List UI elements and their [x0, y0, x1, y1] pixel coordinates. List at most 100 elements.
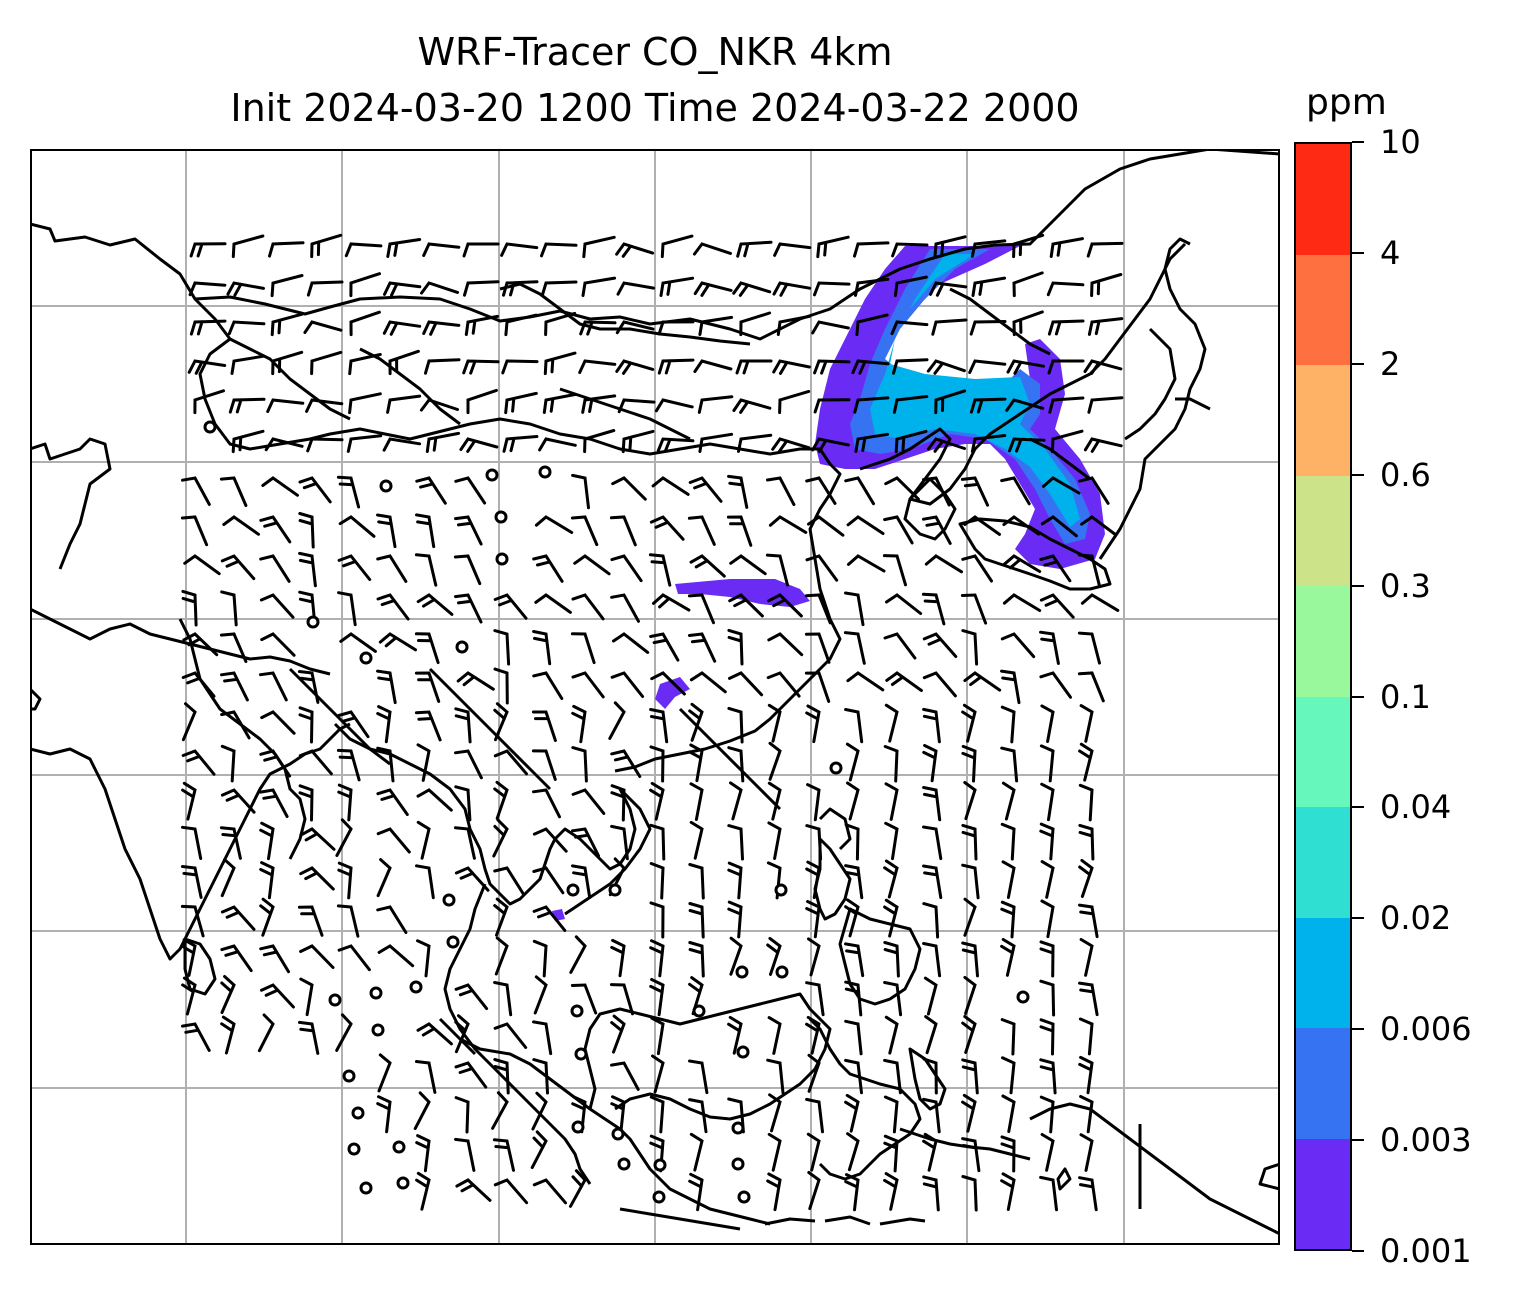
wind-barb	[922, 1175, 940, 1212]
wind-barb	[413, 1091, 431, 1131]
wind-barb	[805, 1097, 824, 1134]
wind-barb	[853, 241, 890, 258]
wind-barb	[259, 788, 289, 818]
wind-barb	[504, 391, 538, 415]
wind-barb	[454, 1096, 470, 1134]
calm-wind-circle	[653, 1158, 667, 1172]
wind-barb	[922, 1097, 941, 1134]
wind-barb	[609, 515, 637, 547]
wind-barb	[805, 860, 821, 900]
wind-barb	[259, 821, 275, 861]
wind-barb	[687, 632, 717, 663]
wind-barb	[739, 311, 772, 337]
wind-barb	[220, 858, 236, 898]
wind-barb	[422, 242, 461, 257]
wind-barb	[727, 900, 743, 939]
wind-barb	[1039, 593, 1075, 619]
wind-barb	[1080, 593, 1120, 612]
wind-barb	[768, 1093, 782, 1133]
wind-barb	[181, 938, 197, 977]
wind-barb	[220, 671, 249, 702]
wind-barb	[805, 900, 821, 939]
wind-barb	[504, 313, 538, 337]
wind-barb	[1000, 1135, 1016, 1173]
wind-barb	[846, 515, 885, 535]
wind-barb	[771, 437, 811, 453]
wind-barb	[922, 515, 952, 545]
wind-barb	[961, 863, 980, 900]
wind-barb	[414, 671, 441, 703]
wind-barb	[688, 941, 705, 978]
wind-barb	[298, 476, 332, 504]
colorbar-tick	[1352, 1250, 1364, 1252]
wind-barb	[728, 593, 764, 618]
wind-barb	[805, 824, 823, 861]
wind-barb	[187, 359, 227, 375]
map-title-line1: WRF-Tracer CO_NKR 4km	[417, 30, 893, 74]
wind-barb	[1040, 782, 1055, 822]
wind-barb	[811, 320, 850, 335]
wind-barb	[968, 359, 1007, 374]
wind-barb	[1000, 900, 1016, 939]
wind-barb	[883, 1134, 899, 1173]
wind-barb	[844, 864, 864, 900]
wind-barb	[540, 280, 578, 297]
wind-barb	[532, 788, 561, 819]
wind-barb	[220, 788, 256, 814]
wind-barb	[1000, 822, 1016, 861]
wind-barb	[581, 276, 617, 297]
wind-barb	[335, 818, 353, 857]
wind-barb	[657, 320, 695, 336]
wind-barb	[1078, 1017, 1094, 1056]
calm-wind-circle	[736, 1045, 750, 1059]
wind-barb	[181, 1022, 211, 1052]
wind-barb	[1086, 241, 1124, 258]
wind-barb	[180, 515, 209, 547]
wind-barb	[961, 1093, 977, 1133]
wind-barb	[608, 701, 626, 740]
wind-barb	[610, 1061, 640, 1091]
wind-barb	[929, 281, 968, 297]
wind-barb	[336, 904, 360, 938]
wind-barb	[851, 359, 890, 375]
wind-barb	[844, 980, 863, 1017]
wind-barb	[532, 1058, 549, 1095]
wind-barb	[454, 1137, 476, 1172]
calm-wind-circle	[379, 479, 393, 493]
wind-barb	[377, 1053, 392, 1093]
wind-barb	[220, 1015, 236, 1055]
wind-barb	[1087, 317, 1124, 336]
wind-barb	[1039, 744, 1055, 783]
wind-barb	[766, 1172, 782, 1212]
wind-barb	[727, 1097, 745, 1134]
wind-barb	[571, 746, 588, 783]
wind-barb	[649, 823, 666, 861]
calm-wind-circle	[203, 420, 217, 434]
wind-barb	[544, 311, 577, 337]
wind-barb	[538, 437, 577, 452]
wind-barb	[813, 359, 851, 375]
colorbar-segment	[1296, 144, 1350, 255]
colorbar-segment	[1296, 1138, 1350, 1249]
wind-barb	[425, 431, 460, 453]
wind-barb	[615, 320, 655, 335]
wind-barb	[493, 749, 528, 776]
wind-barb	[493, 897, 509, 937]
colorbar-tick-label: 0.1	[1380, 677, 1431, 716]
wind-barb	[306, 280, 344, 297]
wind-barb	[892, 358, 929, 375]
wind-barb	[970, 434, 1007, 453]
wind-barb	[1050, 429, 1084, 454]
wind-barb	[231, 234, 265, 259]
wind-barb	[807, 515, 845, 537]
wind-barb	[459, 437, 499, 453]
wind-barb	[377, 944, 415, 968]
wind-barb	[1000, 746, 1019, 783]
wind-barb	[298, 512, 315, 549]
wind-barb	[727, 1015, 743, 1055]
wind-barb	[493, 780, 509, 820]
wind-barb	[805, 1015, 821, 1055]
colorbar-tick-label: 0.02	[1380, 899, 1452, 938]
wind-barb	[188, 281, 227, 297]
wind-barb	[883, 1095, 899, 1134]
